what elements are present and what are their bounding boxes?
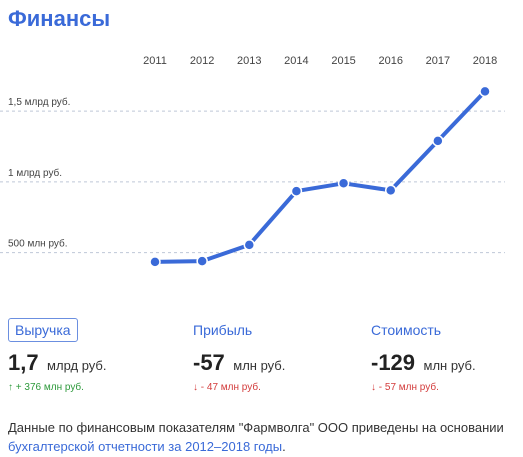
revenue-value: 1,7 bbox=[8, 350, 39, 375]
data-point bbox=[243, 239, 256, 251]
note-end: . bbox=[282, 439, 286, 454]
note-text: Данные по финансовым показателям "Фармво… bbox=[8, 420, 504, 435]
revenue-delta: ↑ + 376 млн руб. bbox=[8, 382, 84, 393]
revenue-value-row: 1,7 млрд руб. bbox=[8, 350, 107, 376]
cost-value: -129 bbox=[371, 350, 416, 375]
cost-delta: ↓ - 57 млн руб. bbox=[371, 382, 439, 393]
series-line bbox=[153, 89, 487, 264]
x-tick-label: 2016 bbox=[378, 55, 402, 67]
tab-revenue[interactable]: Выручка bbox=[8, 318, 78, 342]
data-source-note: Данные по финансовым показателям "Фармво… bbox=[8, 418, 513, 456]
profit-value-row: -57 млн руб. bbox=[193, 350, 285, 376]
metric-revenue: Выручка 1,7 млрд руб. ↑ + 376 млн руб. bbox=[8, 318, 107, 393]
x-tick-label: 2018 bbox=[473, 55, 497, 67]
cost-value-row: -129 млн руб. bbox=[371, 350, 476, 376]
profit-value: -57 bbox=[193, 350, 225, 375]
x-tick-label: 2015 bbox=[331, 55, 355, 67]
x-tick-label: 2017 bbox=[426, 55, 450, 67]
tab-cost[interactable]: Стоимость bbox=[371, 322, 442, 338]
tab-profit[interactable]: Прибыль bbox=[193, 322, 253, 338]
x-tick-label: 2012 bbox=[190, 55, 214, 67]
x-tick-label: 2013 bbox=[237, 55, 261, 67]
metric-profit: Прибыль -57 млн руб. ↓ - 47 млн руб. bbox=[193, 318, 285, 393]
x-tick-label: 2014 bbox=[284, 55, 308, 67]
metric-cost: Стоимость -129 млн руб. ↓ - 57 млн руб. bbox=[371, 318, 476, 393]
data-point bbox=[196, 255, 208, 267]
data-point bbox=[149, 256, 161, 268]
section-title: Финансы bbox=[8, 6, 111, 31]
revenue-line-chart: 500 млн руб. 1 млрд руб. 1,5 млрд руб. 2011… bbox=[0, 55, 505, 268]
data-point bbox=[337, 177, 350, 190]
y-tick-label: 1 млрд руб. bbox=[8, 167, 62, 179]
revenue-unit: млрд руб. bbox=[47, 358, 107, 373]
y-tick-label: 500 млн руб. bbox=[8, 238, 68, 250]
accounting-report-link[interactable]: бухгалтерской отчетности за 2012–2018 го… bbox=[8, 439, 283, 454]
data-point bbox=[432, 135, 444, 147]
data-point bbox=[479, 85, 491, 98]
x-tick-label: 2011 bbox=[143, 55, 167, 67]
profit-delta: ↓ - 47 млн руб. bbox=[193, 382, 261, 393]
y-tick-label: 1,5 млрд руб. bbox=[8, 96, 70, 108]
profit-unit: млн руб. bbox=[233, 358, 286, 373]
cost-unit: млн руб. bbox=[423, 358, 476, 373]
data-point bbox=[290, 185, 303, 197]
data-point bbox=[384, 184, 397, 197]
